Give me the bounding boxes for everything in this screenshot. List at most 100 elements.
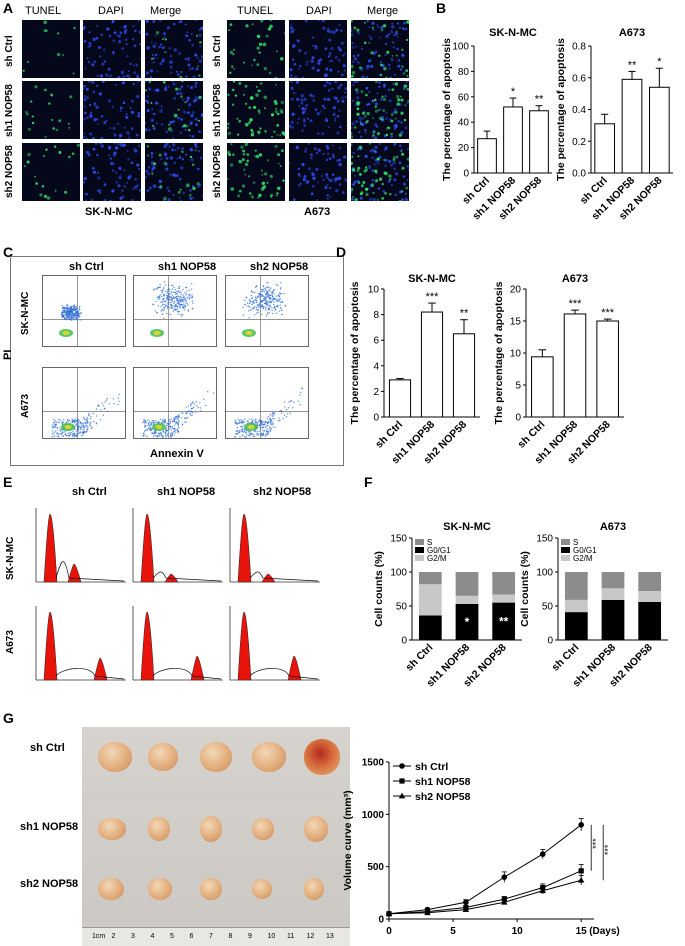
- bar: [648, 86, 670, 174]
- stack-segment: [455, 572, 479, 596]
- micro-tile: [83, 143, 141, 201]
- bar: [531, 356, 554, 418]
- y-tick-label: 1500: [362, 758, 385, 769]
- y-tick-label: 60: [458, 92, 470, 103]
- legend-label: G2/M: [573, 554, 593, 563]
- micro-dots: [22, 20, 76, 75]
- g2-peak: [67, 563, 82, 583]
- y-axis-label: The percentage of apoptosis: [494, 281, 505, 424]
- series-line: [388, 870, 582, 915]
- y-axis-label: Volume curve (mm³): [342, 790, 354, 890]
- g1-peak: [140, 513, 155, 583]
- chart-title: A673: [600, 521, 626, 533]
- significance-mark: ***: [569, 298, 583, 310]
- cycle-col-sh-ctrl: sh Ctrl: [72, 486, 107, 498]
- y-tick-label: 100: [390, 568, 407, 579]
- flow-plot: [42, 367, 126, 439]
- cell-line-label-a673: A673: [304, 206, 331, 218]
- y-tick-label: 100: [452, 42, 469, 53]
- y-axis-label: Cell counts (%): [520, 551, 531, 627]
- y-tick-label: 0: [373, 413, 379, 424]
- bar: [452, 333, 476, 418]
- legend-swatch: [415, 539, 424, 545]
- legend-swatch: [561, 539, 570, 545]
- significance-mark: **: [499, 614, 509, 628]
- s-phase-outline: [152, 668, 222, 680]
- legend-label: G0/G1: [573, 546, 597, 555]
- x-tick-label: 15: [576, 926, 588, 937]
- ruler-label: 13: [326, 933, 334, 940]
- y-tick-label: 6: [373, 336, 379, 347]
- panel-label-e: E: [3, 474, 13, 490]
- tumor: [148, 878, 172, 900]
- y-tick-label: 0: [401, 636, 407, 647]
- bar: [596, 320, 619, 418]
- stack-segment: [418, 584, 442, 616]
- bar: [388, 379, 412, 418]
- panel-label-g: G: [3, 710, 14, 726]
- legend-label: S: [427, 538, 432, 547]
- series-line: [388, 879, 582, 915]
- micro-dots: [83, 143, 141, 201]
- population-center: [155, 425, 163, 429]
- stack-segment: [492, 594, 516, 603]
- cycle-col-sh1: sh1 NOP58: [157, 486, 216, 498]
- population-center: [62, 331, 70, 335]
- micro-dots: [228, 20, 285, 78]
- y-tick-label: 10: [368, 285, 380, 296]
- stack-segment: [492, 572, 516, 595]
- micro-dots: [145, 20, 203, 78]
- cycle-histogram: [35, 508, 126, 583]
- legend-label: G0/G1: [427, 546, 451, 555]
- g2-peak: [93, 657, 108, 681]
- micro-dots: [23, 143, 80, 200]
- legend-label: S: [573, 538, 578, 547]
- legend-label: sh Ctrl: [415, 761, 448, 773]
- ruler-label: 3: [131, 933, 135, 940]
- row-label-sh1: sh1 NOP58: [4, 84, 15, 138]
- significance-mark: **: [535, 94, 544, 106]
- chart-d-sknmc: SK-N-MC The percentage of apoptosis 0 2 4 6 8 1…: [349, 273, 480, 466]
- col-label-merge: Merge: [150, 5, 182, 17]
- data-point: [578, 822, 584, 828]
- micro-dots: [289, 20, 347, 78]
- ruler-label: 12: [306, 933, 315, 940]
- y-tick-label: 0.0: [572, 169, 586, 180]
- y-tick-label: 2: [373, 387, 379, 398]
- flow-plot-frame: [133, 275, 217, 347]
- y-tick-label: 20: [458, 143, 470, 154]
- flow-plot: [133, 275, 217, 347]
- ruler: 1cm 2 3 4 5 6 7 8 9 10 11 12 13: [82, 927, 350, 946]
- panel-label-b: B: [436, 0, 447, 16]
- tumor: [98, 742, 132, 772]
- tumor: [252, 818, 274, 840]
- flow-col-sh2: sh2 NOP58: [250, 261, 309, 273]
- micro-tile: [145, 20, 203, 78]
- micro-tile: [289, 20, 347, 78]
- ruler-label: 10: [267, 933, 276, 940]
- significance-mark: ***: [601, 307, 615, 319]
- row-label-sh-ctrl: sh Ctrl: [4, 35, 15, 67]
- tumor: [200, 742, 232, 772]
- micro-tile: [351, 20, 409, 78]
- stack-segment: [601, 572, 625, 589]
- chart-title: A673: [619, 27, 645, 39]
- flow-panel-frame: [10, 256, 344, 466]
- row-label-sh2: sh2 NOP58: [4, 145, 15, 199]
- micro-tile: [289, 81, 347, 139]
- col-label-dapi-2: DAPI: [306, 5, 332, 17]
- cell-line-label-sknmc: SK-N-MC: [85, 206, 133, 218]
- stack-segment: [492, 602, 516, 640]
- flow-plot-frame: [42, 367, 126, 439]
- micro-dots: [351, 20, 409, 78]
- y-tick-label: 8: [373, 310, 379, 321]
- stack-segment: [601, 599, 625, 640]
- x-tick-label: 0: [386, 926, 392, 937]
- stack-segment: [601, 588, 625, 600]
- data-point: [424, 909, 431, 916]
- g1-peak: [237, 513, 252, 583]
- cycle-histogram: [132, 508, 223, 583]
- y-tick-label: 0: [547, 636, 553, 647]
- y-tick-label: 0.2: [572, 137, 586, 148]
- flow-plot: [225, 275, 309, 347]
